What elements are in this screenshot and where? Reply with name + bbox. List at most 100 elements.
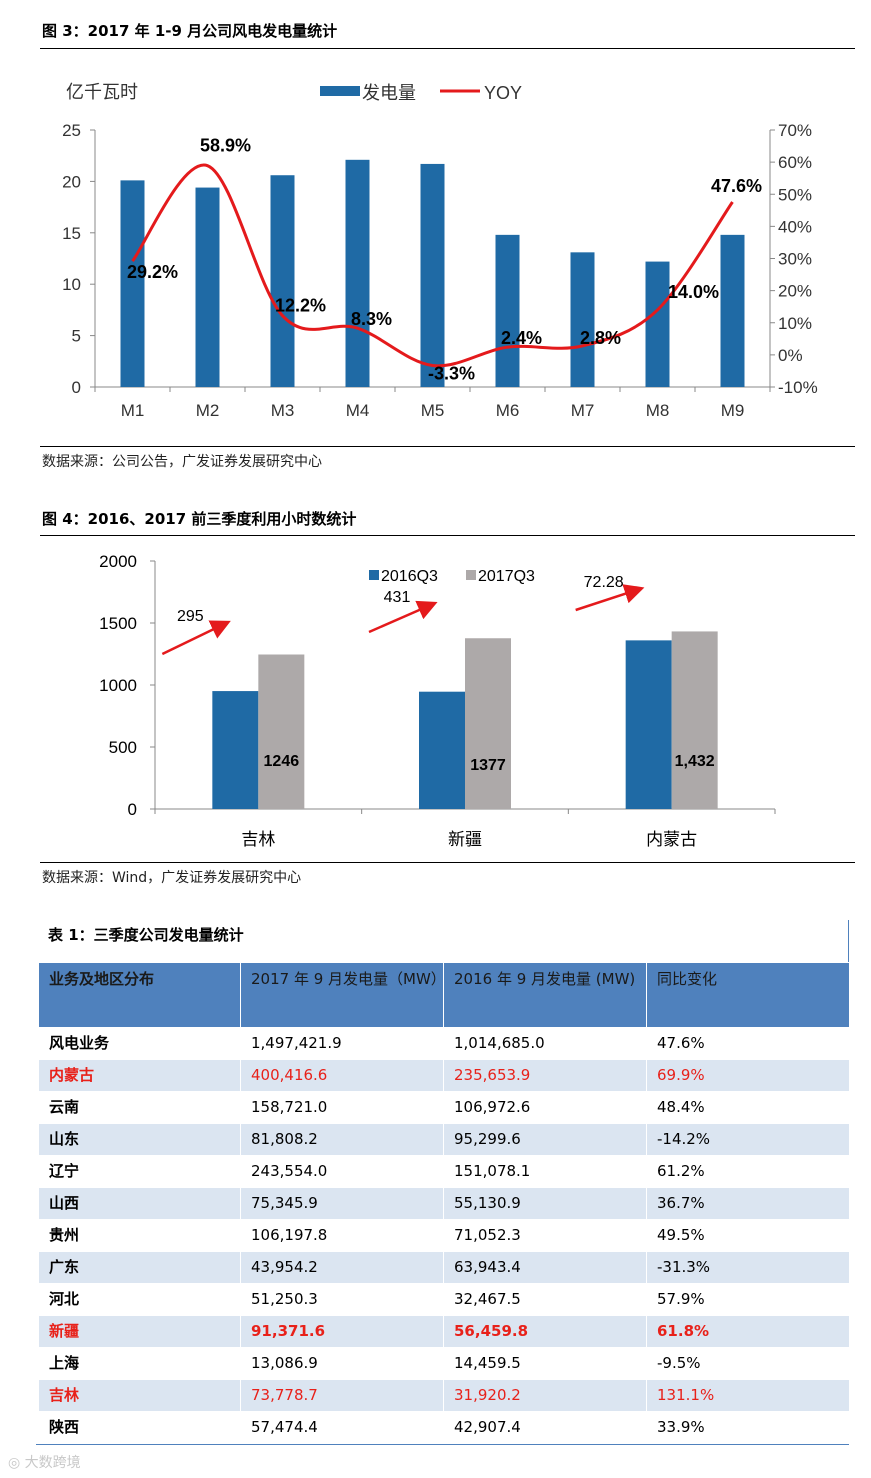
- yoy-line: [131, 163, 734, 368]
- header-region: 业务及地区分布: [38, 962, 241, 1028]
- y2-tick-label: 30%: [778, 250, 812, 269]
- row-value-2017: 73,778.7: [240, 1379, 444, 1412]
- figure3-source: 数据来源：公司公告，广发证券发展研究中心: [42, 454, 322, 470]
- row-value-2017: 158,721.0: [240, 1091, 444, 1124]
- row-yoy: 131.1%: [646, 1379, 850, 1412]
- yoy-data-label: 2.4%: [501, 328, 542, 348]
- bar-data-label: 1,432: [675, 753, 715, 770]
- yoy-data-label: 47.6%: [711, 176, 762, 196]
- y2-tick-label: 50%: [778, 185, 812, 204]
- y-axis-title: 亿千瓦时: [66, 82, 138, 102]
- yoy-data-label: 8.3%: [351, 309, 392, 329]
- table-row: 陕西 57,474.4 42,907.4 33.9%: [38, 1411, 850, 1444]
- y-tick-label: 500: [109, 738, 137, 757]
- growth-arrow: [368, 600, 438, 634]
- row-yoy: 69.9%: [646, 1059, 850, 1092]
- bar-2016: [212, 691, 259, 809]
- row-value-2016: 31,920.2: [443, 1379, 647, 1412]
- yoy-data-label: -3.3%: [428, 363, 475, 383]
- bar: [195, 187, 220, 387]
- yoy-data-label: 14.0%: [668, 282, 719, 302]
- yoy-data-label: 58.9%: [200, 136, 251, 156]
- x-tick-label: 吉林: [241, 830, 275, 849]
- row-value-2016: 55,130.9: [443, 1187, 647, 1220]
- growth-label: 431: [384, 589, 411, 606]
- bar-2017: [671, 631, 718, 809]
- bar: [345, 159, 370, 387]
- row-value-2017: 43,954.2: [240, 1251, 444, 1284]
- figure4-bottom-rule: [40, 862, 855, 863]
- table-row: 云南 158,721.0 106,972.6 48.4%: [38, 1091, 850, 1124]
- y-tick-label: 20: [62, 172, 81, 191]
- row-value-2017: 106,197.8: [240, 1219, 444, 1252]
- bar: [495, 234, 520, 387]
- y-tick-label: 15: [62, 224, 81, 243]
- figure3-chart: 0 5 10 15 20 25 -10% 0% 10% 20% 30% 40% 50% 60% 70% M1 M…: [62, 82, 818, 420]
- row-region: 陕西: [38, 1411, 241, 1444]
- row-value-2017: 81,808.2: [240, 1123, 444, 1156]
- yoy-data-label: 2.8%: [580, 328, 621, 348]
- row-value-2016: 235,653.9: [443, 1059, 647, 1092]
- bar-2016: [625, 640, 672, 809]
- row-region: 上海: [38, 1347, 241, 1380]
- x-tick-label: 内蒙古: [646, 830, 697, 849]
- row-yoy: 48.4%: [646, 1091, 850, 1124]
- row-value-2016: 14,459.5: [443, 1347, 647, 1380]
- row-region: 新疆: [38, 1315, 241, 1348]
- table1: 业务及地区分布 2017 年 9 月发电量（MW） 2016 年 9 月发电量 …: [38, 962, 850, 1444]
- legend-label-line: YOY: [484, 83, 522, 103]
- bar-data-label: 1377: [470, 757, 506, 774]
- table-row: 上海 13,086.9 14,459.5 -9.5%: [38, 1347, 850, 1380]
- legend-swatch-bar: [320, 86, 360, 96]
- row-value-2016: 63,943.4: [443, 1251, 647, 1284]
- watermark-text: 大数跨境: [24, 1455, 81, 1471]
- y-tick-label: 2000: [99, 552, 137, 571]
- row-yoy: 36.7%: [646, 1187, 850, 1220]
- row-value-2016: 1,014,685.0: [443, 1027, 647, 1060]
- y2-tick-label: 60%: [778, 153, 812, 172]
- watermark: ◎ 大数跨境: [8, 1452, 81, 1472]
- y2-tick-label: -10%: [778, 378, 818, 397]
- row-yoy: 57.9%: [646, 1283, 850, 1316]
- table-header-row: 业务及地区分布 2017 年 9 月发电量（MW） 2016 年 9 月发电量 …: [38, 962, 850, 1028]
- figure3-top-rule: [40, 48, 855, 49]
- x-tick-label: 新疆: [448, 830, 482, 849]
- bar-2017: [465, 638, 511, 809]
- row-value-2017: 91,371.6: [240, 1315, 444, 1348]
- row-region: 云南: [38, 1091, 241, 1124]
- figure4-top-rule: [40, 535, 855, 536]
- legend-swatch-2017: [466, 570, 476, 580]
- x-tick-label: M8: [646, 401, 670, 420]
- y2-tick-label: 10%: [778, 314, 812, 333]
- figure4-chart: 0 500 1000 1500 2000 吉林 新疆 内蒙古 2016Q3 2017Q3 1246 1…: [99, 552, 776, 849]
- row-value-2016: 106,972.6: [443, 1091, 647, 1124]
- figure3-bottom-rule: [40, 446, 855, 447]
- row-value-2016: 151,078.1: [443, 1155, 647, 1188]
- y-tick-label: 0: [72, 378, 81, 397]
- row-yoy: 49.5%: [646, 1219, 850, 1252]
- legend-swatch-2016: [369, 570, 379, 580]
- x-tick-label: M3: [271, 401, 295, 420]
- y2-tick-label: 40%: [778, 217, 812, 236]
- legend-label-bar: 发电量: [362, 83, 416, 103]
- growth-label: 72.28: [584, 574, 624, 591]
- row-value-2017: 51,250.3: [240, 1283, 444, 1316]
- row-region: 风电业务: [38, 1027, 241, 1060]
- row-value-2016: 42,907.4: [443, 1411, 647, 1444]
- table-row: 新疆 91,371.6 56,459.8 61.8%: [38, 1315, 850, 1348]
- y-tick-label: 5: [72, 327, 81, 346]
- table1-title: 表 1：三季度公司发电量统计: [48, 926, 244, 944]
- table-row: 广东 43,954.2 63,943.4 -31.3%: [38, 1251, 850, 1284]
- row-region: 贵州: [38, 1219, 241, 1252]
- bar-2016: [419, 691, 465, 809]
- y2-tick-label: 0%: [778, 346, 803, 365]
- bar: [270, 175, 295, 387]
- growth-arrow: [161, 620, 231, 656]
- watermark-logo-icon: ◎: [8, 1455, 25, 1471]
- row-yoy: 33.9%: [646, 1411, 850, 1444]
- bar-data-label: 1246: [264, 753, 300, 770]
- header-2017: 2017 年 9 月发电量（MW）: [240, 962, 446, 1028]
- row-value-2016: 32,467.5: [443, 1283, 647, 1316]
- row-value-2017: 57,474.4: [240, 1411, 444, 1444]
- yoy-data-label: 12.2%: [275, 296, 326, 316]
